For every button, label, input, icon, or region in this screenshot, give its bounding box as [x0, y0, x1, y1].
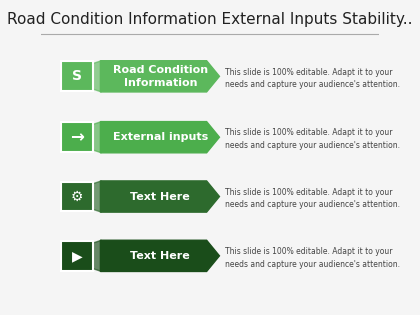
- Polygon shape: [92, 61, 101, 92]
- Text: External inputs: External inputs: [113, 132, 208, 142]
- Polygon shape: [92, 122, 101, 153]
- Text: This slide is 100% editable. Adapt it to your
needs and capture your audience's : This slide is 100% editable. Adapt it to…: [225, 247, 400, 269]
- FancyBboxPatch shape: [61, 122, 93, 152]
- Polygon shape: [100, 122, 219, 153]
- Text: S: S: [72, 69, 82, 83]
- Text: Road Condition
Information: Road Condition Information: [113, 65, 208, 88]
- Polygon shape: [100, 61, 219, 92]
- Text: →: →: [70, 128, 84, 146]
- Text: Text Here: Text Here: [130, 251, 190, 261]
- FancyBboxPatch shape: [61, 61, 93, 91]
- Text: Road Condition Information External Inputs Stability..: Road Condition Information External Inpu…: [7, 12, 413, 27]
- Polygon shape: [92, 240, 101, 272]
- Text: ▶: ▶: [71, 249, 82, 263]
- Polygon shape: [92, 181, 101, 212]
- Text: This slide is 100% editable. Adapt it to your
needs and capture your audience's : This slide is 100% editable. Adapt it to…: [225, 68, 400, 89]
- Polygon shape: [100, 240, 219, 272]
- FancyBboxPatch shape: [61, 241, 93, 271]
- Text: ⚙: ⚙: [71, 190, 83, 203]
- Text: This slide is 100% editable. Adapt it to your
needs and capture your audience's : This slide is 100% editable. Adapt it to…: [225, 188, 400, 209]
- Text: This slide is 100% editable. Adapt it to your
needs and capture your audience's : This slide is 100% editable. Adapt it to…: [225, 129, 400, 150]
- Polygon shape: [100, 181, 219, 212]
- FancyBboxPatch shape: [61, 182, 93, 211]
- Text: Text Here: Text Here: [130, 192, 190, 202]
